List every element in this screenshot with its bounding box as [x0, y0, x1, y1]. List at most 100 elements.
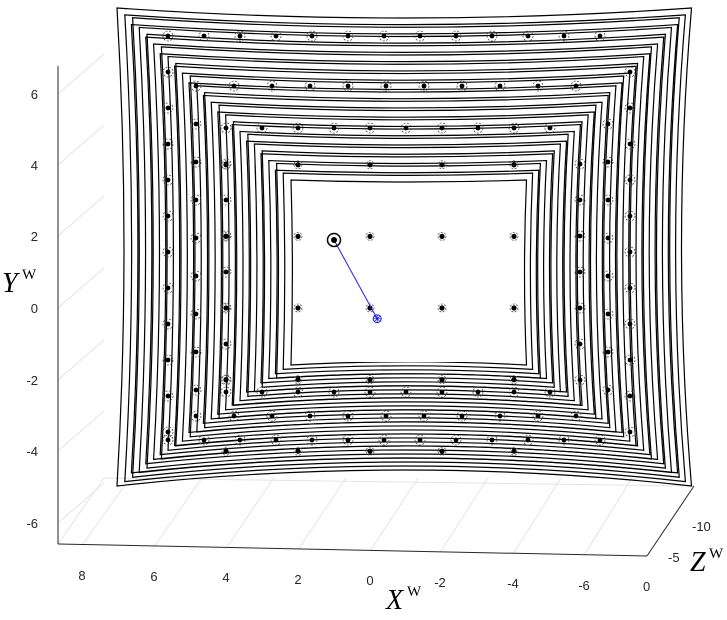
outer-point [497, 83, 503, 89]
outer-point-ring [328, 386, 340, 398]
z-axis-label-text: Z [690, 547, 706, 578]
outer-point-ring [456, 80, 468, 92]
grid-point-ring [437, 375, 447, 385]
outer-point-ring [602, 232, 614, 244]
outer-point-ring [486, 30, 498, 42]
outer-point [273, 33, 279, 39]
x-axis-label: X W [385, 584, 422, 616]
outer-point [307, 413, 313, 419]
frame-outline [247, 133, 569, 397]
outer-point-ring [522, 434, 534, 446]
outer-point [165, 69, 171, 75]
frame-outline [224, 114, 589, 411]
y-tick-label: 0 [31, 301, 38, 316]
grid-point-ring [509, 303, 519, 313]
outer-point [269, 83, 275, 89]
outer-point-ring [450, 30, 462, 42]
outer-point [331, 125, 337, 131]
frame-outline [173, 65, 637, 447]
x-axis-label-sup: W [407, 584, 422, 600]
frame-outline [261, 150, 555, 388]
outer-point-ring [418, 410, 430, 422]
outer-point [193, 413, 199, 419]
outer-point-ring [220, 230, 232, 242]
grid-point-ring [509, 160, 519, 170]
outer-point [381, 33, 387, 39]
frame-outline [167, 55, 645, 451]
outer-point-ring [162, 30, 636, 446]
outer-point-ring [304, 80, 316, 92]
grid-point-ring [293, 160, 303, 170]
outer-point-ring [378, 30, 390, 42]
x-tick-label: 4 [222, 570, 229, 585]
outer-point-ring [266, 80, 278, 92]
outer-point [259, 125, 265, 131]
outer-point [597, 437, 603, 443]
outer-point [383, 83, 389, 89]
axis-grid [57, 53, 695, 556]
outer-point [193, 311, 199, 317]
camera-center-group [326, 232, 382, 324]
y-tick-label: -4 [26, 444, 38, 459]
outer-point-ring [508, 386, 520, 398]
outer-point [605, 349, 611, 355]
highlight-point-ring [326, 232, 342, 248]
frame-outline [217, 111, 595, 415]
x-axis-label-text: X [385, 585, 404, 616]
outer-point [193, 387, 199, 393]
z-ticks: -10 -5 0 [643, 519, 711, 594]
outer-point [193, 349, 199, 355]
grid-line [57, 195, 105, 237]
outer-point [459, 83, 465, 89]
outer-point-ring [602, 194, 614, 206]
frame-outline [189, 75, 625, 438]
outer-point-ring [494, 80, 506, 92]
outer-point-ring [558, 434, 570, 446]
grid-point-ring [221, 231, 231, 241]
outer-point [627, 393, 633, 399]
grid-point [367, 377, 373, 383]
outer-point-ring [602, 384, 614, 396]
grid-point-ring [437, 303, 447, 313]
outer-point-ring [494, 410, 506, 422]
outer-point [345, 413, 351, 419]
grid-point [295, 448, 301, 454]
grid-point [511, 377, 517, 383]
outer-point-ring [602, 118, 614, 130]
outer-point [345, 437, 351, 443]
outer-point [367, 125, 373, 131]
grid-point-ring [221, 160, 231, 170]
grid-point-ring [365, 231, 375, 241]
outer-point-ring [270, 30, 282, 42]
frame-outline [175, 62, 639, 447]
outer-point-ring [256, 122, 268, 134]
x-tick-label: -6 [578, 578, 590, 593]
outer-point-ring [266, 410, 278, 422]
outer-point-ring [342, 410, 354, 422]
outer-point [309, 33, 315, 39]
outer-point-ring [418, 80, 430, 92]
frame-outline [218, 104, 597, 420]
outer-point [605, 159, 611, 165]
grid-point-ring [293, 446, 303, 456]
outer-point [547, 125, 553, 131]
outer-point-ring [190, 118, 202, 130]
grid-point-ring [365, 160, 375, 170]
grid-point [511, 162, 517, 168]
outer-point [627, 105, 633, 111]
y-tick-label: -6 [26, 516, 38, 531]
grid-point [223, 448, 229, 454]
outer-point-ring [292, 122, 304, 134]
x-tick-label: 0 [366, 573, 373, 588]
grid-point-ring [293, 231, 303, 241]
z-axis-label-sup: W [709, 546, 724, 562]
outer-point-ring [624, 318, 636, 330]
outer-point-ring [162, 282, 174, 294]
outer-point [475, 389, 481, 395]
center-panel [298, 184, 520, 362]
outer-point [627, 429, 633, 435]
outer-point [345, 33, 351, 39]
outer-point-ring [342, 30, 354, 42]
grid-point [367, 162, 373, 168]
outer-point [193, 273, 199, 279]
